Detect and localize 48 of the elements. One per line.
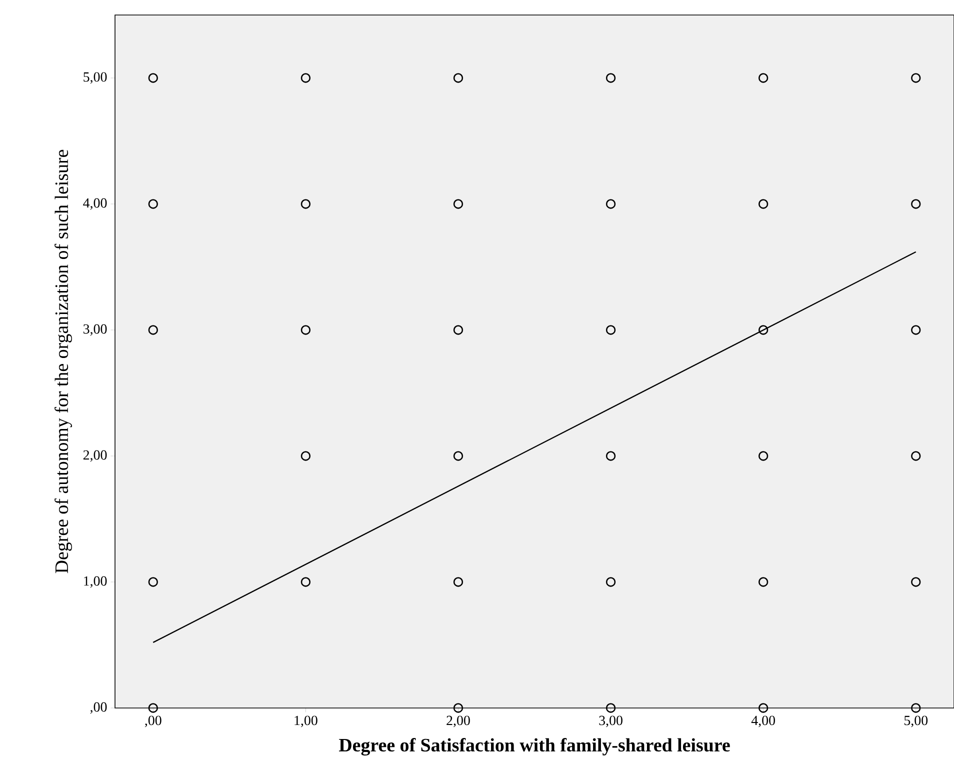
point [300, 73, 311, 83]
point [758, 703, 768, 713]
point [300, 451, 311, 461]
point [453, 73, 464, 83]
point [758, 73, 768, 83]
y-axis-title: Degree of autonomy for the organization of such leisure [54, 150, 72, 574]
point [758, 325, 768, 335]
point [758, 199, 768, 209]
y-tick-label: 3,00 [84, 324, 107, 336]
point [606, 73, 616, 83]
point [148, 325, 158, 335]
x-tick-label: 3,00 [599, 716, 622, 728]
y-tick-label: 5,00 [84, 72, 107, 84]
point [606, 451, 616, 461]
point [453, 703, 464, 713]
x-axis-title: Degree of Satisfaction with family-shared leisure [339, 738, 730, 756]
point [911, 451, 921, 461]
x-tick-label: 5,00 [904, 716, 928, 728]
y-tick-label: 4,00 [83, 198, 107, 210]
y-tick-label: 2,00 [83, 450, 107, 462]
point [300, 199, 311, 209]
point [758, 577, 768, 587]
point [148, 199, 158, 209]
point [606, 577, 616, 587]
point [300, 325, 311, 335]
x-tick-label: ,00 [144, 716, 162, 728]
point [911, 199, 921, 209]
y-tick-label: 1,00 [84, 576, 107, 588]
point [148, 577, 158, 587]
point [453, 199, 464, 209]
x-tick-label: 1,00 [294, 716, 318, 728]
point [453, 577, 464, 587]
x-tick-label: 2,00 [446, 716, 470, 728]
point [606, 199, 616, 209]
x-tick-label: 4,00 [751, 716, 775, 728]
y-tick-label: ,00 [90, 702, 107, 714]
point [148, 703, 158, 713]
point [606, 703, 616, 713]
point [911, 577, 921, 587]
point [911, 73, 921, 83]
point [911, 703, 921, 713]
point [606, 325, 616, 335]
point [148, 73, 158, 83]
point [453, 451, 464, 461]
point [453, 325, 464, 335]
point [911, 325, 921, 335]
point [300, 577, 311, 587]
point [758, 451, 768, 461]
